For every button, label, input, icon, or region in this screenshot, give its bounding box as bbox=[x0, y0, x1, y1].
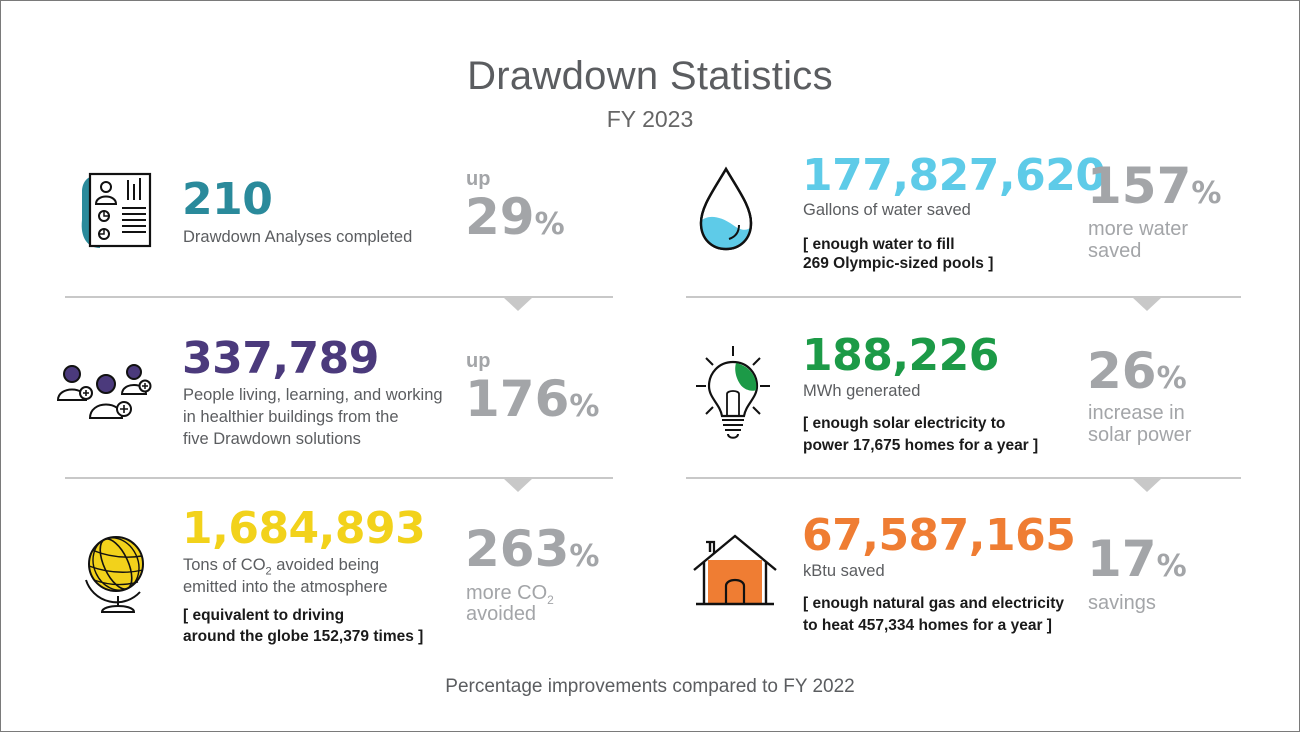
solar-label: MWh generated bbox=[803, 382, 921, 400]
water-pct-sub-line1: more water bbox=[1088, 218, 1189, 240]
page-subtitle: FY 2023 bbox=[606, 106, 694, 132]
house-icon bbox=[693, 534, 777, 606]
divider-right-1 bbox=[686, 296, 1241, 298]
divider-right-2 bbox=[686, 477, 1241, 479]
co2-value: 1,684,893 bbox=[182, 503, 426, 554]
page-title: Drawdown Statistics bbox=[467, 54, 833, 98]
energy-note-line1: [ enough natural gas and electricity bbox=[803, 595, 1064, 612]
analyses-pct-prefix: up bbox=[466, 168, 491, 190]
solar-pct-sub-line2: solar power bbox=[1088, 424, 1192, 446]
water-note-line1: [ enough water to fill bbox=[803, 236, 955, 253]
chevron-down-icon bbox=[503, 478, 533, 492]
water-note-line2: 269 Olympic-sized pools ] bbox=[803, 255, 994, 272]
people-pct: 176% bbox=[465, 370, 600, 428]
chevron-down-icon bbox=[1132, 478, 1162, 492]
co2-pct-sub-line1: more CO2 bbox=[466, 582, 554, 607]
people-label-line2: in healthier buildings from the bbox=[183, 408, 399, 426]
solar-value: 188,226 bbox=[802, 330, 999, 381]
energy-pct: 17% bbox=[1087, 530, 1187, 588]
co2-pct-sub-line2: avoided bbox=[466, 603, 537, 625]
solar-pct: 26% bbox=[1087, 342, 1187, 400]
solar-note-line1: [ enough solar electricity to bbox=[803, 415, 1006, 432]
chevron-down-icon bbox=[503, 297, 533, 311]
analyses-label: Drawdown Analyses completed bbox=[183, 228, 413, 246]
chevron-down-icon bbox=[1132, 297, 1162, 311]
energy-note-line2: to heat 457,334 homes for a year ] bbox=[803, 617, 1052, 634]
divider-left-2 bbox=[65, 477, 613, 479]
solar-pct-sub-line1: increase in bbox=[1088, 402, 1185, 424]
water-pct: 157% bbox=[1087, 157, 1222, 215]
report-document-icon bbox=[81, 172, 152, 248]
people-group-icon bbox=[56, 364, 152, 419]
people-pct-prefix: up bbox=[466, 350, 491, 372]
water-value: 177,827,620 bbox=[802, 150, 1106, 201]
co2-note-line2: around the globe 152,379 times ] bbox=[183, 628, 424, 645]
light-bulb-icon bbox=[696, 346, 770, 439]
energy-value: 67,587,165 bbox=[802, 510, 1076, 561]
people-label-line1: People living, learning, and working bbox=[183, 386, 443, 404]
water-label: Gallons of water saved bbox=[803, 201, 971, 219]
solar-note-line2: power 17,675 homes for a year ] bbox=[803, 437, 1039, 454]
co2-note-line1: [ equivalent to driving bbox=[183, 607, 345, 624]
analyses-pct: 29% bbox=[465, 188, 565, 246]
energy-pct-sub-line1: savings bbox=[1088, 592, 1156, 614]
analyses-value: 210 bbox=[182, 174, 273, 225]
co2-pct: 263% bbox=[465, 520, 600, 578]
divider-left-1 bbox=[65, 296, 613, 298]
co2-label-line1: Tons of CO2 avoided being bbox=[183, 556, 380, 578]
water-pct-sub-line2: saved bbox=[1088, 240, 1142, 262]
energy-label: kBtu saved bbox=[803, 562, 885, 580]
co2-label-line2: emitted into the atmosphere bbox=[183, 578, 388, 596]
people-value: 337,789 bbox=[182, 333, 379, 384]
people-label-line3: five Drawdown solutions bbox=[183, 430, 361, 448]
water-drop-icon bbox=[699, 166, 753, 251]
globe-icon bbox=[85, 536, 144, 613]
footer-note: Percentage improvements compared to FY 2… bbox=[445, 676, 855, 697]
